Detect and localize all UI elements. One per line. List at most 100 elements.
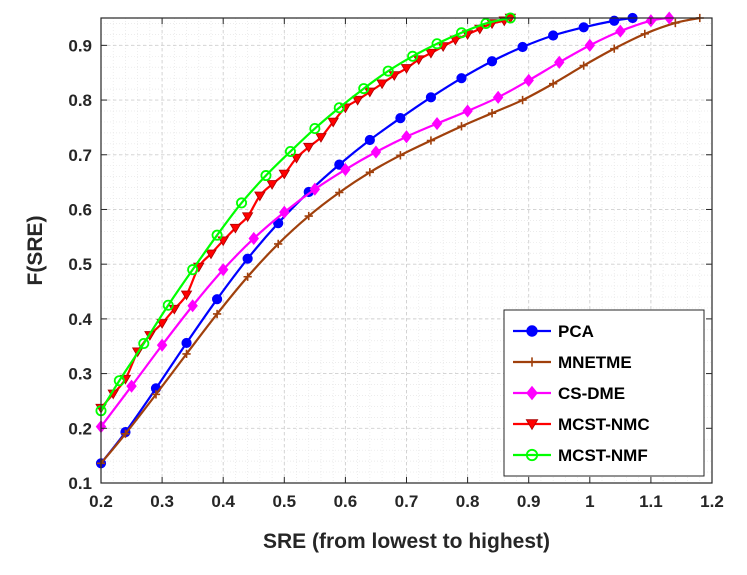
- data-point-mcst-nmc: [229, 223, 242, 234]
- legend-label: MCST-NMC: [558, 415, 650, 434]
- y-tick-label: 0.7: [68, 146, 92, 165]
- data-point-cs-dme: [431, 117, 443, 131]
- legend-entry-mcst-nmc: MCST-NMC: [513, 415, 650, 434]
- data-point-mcst-nmf: [284, 145, 296, 157]
- data-point-mcst-nmc: [205, 249, 217, 260]
- data-point-cs-dme: [615, 24, 626, 38]
- data-point-mcst-nmc: [351, 95, 364, 106]
- x-tick-label: 0.4: [211, 492, 235, 511]
- data-point-mcst-nmc: [315, 133, 327, 143]
- series-mcst-nmc: [95, 13, 517, 414]
- data-point-cs-dme: [248, 231, 259, 246]
- data-point-mcst-nmf: [382, 65, 394, 77]
- legend-swatch-marker: [526, 325, 538, 337]
- data-point-cs-dme: [584, 38, 596, 52]
- data-point-pca: [364, 134, 375, 146]
- y-tick-label: 0.6: [68, 200, 92, 219]
- data-point-mcst-nmf: [455, 27, 467, 39]
- legend-swatch-marker: [527, 357, 537, 367]
- legend-entry-cs-dme: CS-DME: [513, 384, 625, 403]
- data-point-mnetme: [396, 151, 405, 160]
- x-tick-label: 0.8: [456, 492, 480, 511]
- data-point-pca: [517, 41, 528, 53]
- data-point-mcst-nmc: [156, 319, 168, 329]
- series-mnetme: [96, 13, 704, 468]
- data-point-cs-dme: [523, 73, 534, 87]
- legend-entry-mnetme: MNETME: [513, 353, 632, 372]
- data-point-cs-dme: [401, 130, 412, 144]
- data-point-mcst-nmf: [211, 229, 223, 241]
- data-point-mnetme: [212, 309, 222, 319]
- legend-label: PCA: [558, 322, 594, 341]
- data-point-pca: [425, 92, 437, 103]
- data-point-mcst-nmc: [327, 117, 339, 128]
- data-point-mcst-nmf: [138, 337, 150, 349]
- data-point-mcst-nmc: [241, 212, 254, 223]
- data-point-mnetme: [426, 136, 436, 145]
- data-point-mnetme: [579, 61, 588, 70]
- series-line-mcst-nmf: [100, 16, 511, 412]
- legend-swatch-marker: [525, 419, 539, 431]
- data-point-mnetme: [640, 29, 649, 39]
- x-tick-label: 1: [585, 492, 594, 511]
- data-point-mnetme: [487, 109, 497, 118]
- data-point-mcst-nmf: [236, 197, 248, 209]
- x-tick-label: 0.6: [334, 492, 358, 511]
- data-point-mcst-nmf: [358, 83, 370, 95]
- legend-label: MCST-NMF: [558, 446, 648, 465]
- legend-entry-pca: PCA: [513, 322, 594, 341]
- data-point-mcst-nmc: [266, 180, 278, 190]
- y-axis-label: F(SRE): [24, 216, 47, 286]
- x-tick-label: 0.3: [150, 492, 174, 511]
- data-point-mcst-nmc: [400, 64, 413, 74]
- data-point-pca: [395, 113, 406, 124]
- data-point-mcst-nmc: [290, 153, 303, 164]
- data-point-mcst-nmc: [302, 142, 315, 153]
- x-axis-label: SRE (from lowest to highest): [263, 530, 550, 553]
- legend-entry-mcst-nmf: MCST-NMF: [513, 446, 648, 465]
- data-point-cs-dme: [370, 145, 382, 159]
- legend-label: CS-DME: [558, 384, 625, 403]
- data-point-mnetme: [243, 272, 252, 281]
- data-point-mcst-nmc: [376, 79, 388, 90]
- data-point-cs-dme: [156, 338, 168, 352]
- data-point-mcst-nmf: [187, 264, 199, 276]
- data-point-cs-dme: [492, 90, 504, 104]
- data-point-cs-dme: [126, 379, 137, 393]
- data-point-mcst-nmf: [113, 375, 125, 387]
- x-tick-label: 0.9: [517, 492, 541, 511]
- data-point-mnetme: [457, 122, 466, 131]
- y-tick-label: 0.3: [68, 365, 92, 384]
- data-point-mcst-nmf: [162, 299, 174, 311]
- data-point-pca: [578, 22, 589, 33]
- data-point-mcst-nmf: [260, 170, 272, 182]
- data-point-pca: [456, 73, 467, 84]
- y-tick-label: 0.1: [68, 474, 92, 493]
- data-point-mcst-nmc: [180, 290, 193, 301]
- x-tick-label: 0.2: [89, 492, 113, 511]
- data-point-cs-dme: [340, 162, 351, 177]
- data-point-cs-dme: [554, 55, 565, 69]
- y-tick-label: 0.4: [68, 310, 92, 329]
- data-point-mnetme: [518, 95, 527, 105]
- axis-ticks: 0.2 0.3 0.4 0.5 0.6 0.7 0.8 0.9 1 1.1 1.20.10.20.3…: [68, 18, 724, 511]
- x-tick-label: 0.5: [272, 492, 296, 511]
- legend: PCA MNETME CS-DME MCST-NMC MCST-NMF: [503, 309, 705, 477]
- x-tick-label: 0.7: [395, 492, 419, 511]
- data-point-mcst-nmf: [333, 102, 345, 114]
- legend-label: MNETME: [558, 353, 632, 372]
- data-point-mnetme: [182, 349, 191, 359]
- y-tick-label: 0.5: [68, 255, 92, 274]
- data-point-pca: [334, 159, 345, 170]
- x-tick-label: 1.2: [700, 492, 724, 511]
- series-mcst-nmf: [95, 12, 516, 417]
- data-point-cs-dme: [462, 104, 473, 118]
- data-point-mnetme: [365, 168, 374, 177]
- data-point-mnetme: [151, 390, 161, 399]
- data-point-pca: [211, 294, 223, 305]
- data-point-mcst-nmc: [254, 191, 266, 202]
- data-point-cs-dme: [279, 205, 290, 219]
- data-point-mcst-nmc: [278, 169, 291, 180]
- data-point-mnetme: [274, 239, 283, 249]
